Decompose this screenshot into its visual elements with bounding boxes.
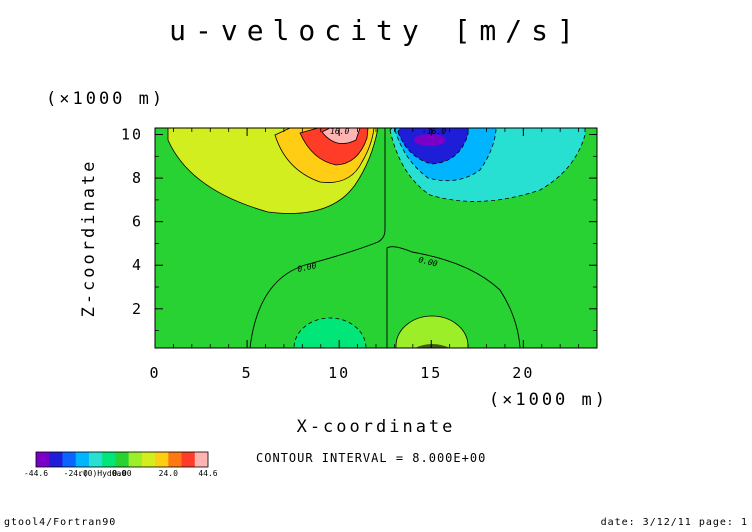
zero-contour-right	[386, 246, 521, 348]
contour-field	[155, 128, 597, 348]
lower-positive-core	[415, 344, 450, 348]
y-tick-label-2: 6	[132, 213, 143, 231]
colorbar-swatch-5	[102, 452, 116, 467]
x-tick-label-2: 10	[328, 364, 350, 382]
contour-label-negative: -16.0	[422, 127, 446, 136]
contour-interval-text: CONTOUR INTERVAL = 8.000E+00	[256, 451, 486, 465]
colorbar-label-0: -44.6	[24, 469, 48, 478]
negative-jet-level-32	[397, 128, 469, 165]
colorbar: -44.6 -24.0 0.00 24.0 44.6 r(0)Hyd0a0	[24, 451, 218, 478]
x-axis-title: X-coordinate	[297, 417, 456, 437]
colorbar-overlap-text: r(0)Hyd0a0	[78, 469, 126, 478]
contour-label-positive: 16.0	[330, 127, 349, 136]
lower-negative-lobe	[293, 317, 367, 348]
x-tick-label-1: 5	[242, 364, 253, 382]
x-tick-label-3: 15	[420, 364, 442, 382]
negative-jet-core	[414, 134, 446, 146]
y-tick-label-4: 10	[121, 126, 143, 144]
footer-right: date: 3/12/11 page: 1	[601, 517, 748, 528]
colorbar-swatch-0	[36, 452, 50, 467]
x-tick-label-0: 0	[149, 364, 160, 382]
colorbar-swatch-12	[194, 452, 209, 467]
colorbar-swatch-9	[155, 452, 169, 467]
zero-contour-left	[249, 128, 386, 348]
x-axis: 0 5 10 15 20	[149, 128, 579, 382]
y-tick-label-1: 4	[132, 256, 143, 274]
y-axis-unit: (×1000 m)	[46, 89, 165, 109]
y-axis-title: Z-coordinate	[79, 159, 99, 318]
colorbar-swatch-8	[141, 452, 156, 467]
colorbar-swatch-4	[88, 452, 103, 467]
chart-title: u-velocity [m/s]	[169, 14, 583, 47]
colorbar-label-4: 44.6	[198, 469, 217, 478]
colorbar-swatch-1	[49, 452, 63, 467]
colorbar-frame	[35, 451, 209, 468]
colorbar-label-3: 24.0	[159, 469, 178, 478]
colorbar-swatch-3	[75, 452, 90, 467]
x-tick-label-4: 20	[512, 364, 534, 382]
positive-jet-core	[321, 128, 361, 144]
y-tick-label-0: 2	[132, 300, 143, 318]
y-tick-label-3: 8	[132, 169, 143, 187]
contour-label-zero-left: 0.00	[297, 261, 318, 274]
x-axis-unit: (×1000 m)	[489, 390, 608, 410]
colorbar-swatch-7	[128, 452, 143, 467]
colorbar-swatch-11	[181, 452, 196, 467]
colorbar-swatch-2	[62, 452, 77, 467]
footer-left: gtool4/Fortran90	[4, 517, 116, 528]
y-axis: 2 4 6 8 10	[121, 126, 597, 331]
colorbar-swatch-10	[168, 452, 182, 467]
colorbar-label-1: -24.0	[64, 469, 88, 478]
colorbar-swatch-6	[115, 452, 130, 467]
colorbar-label-2: 0.00	[112, 469, 131, 478]
